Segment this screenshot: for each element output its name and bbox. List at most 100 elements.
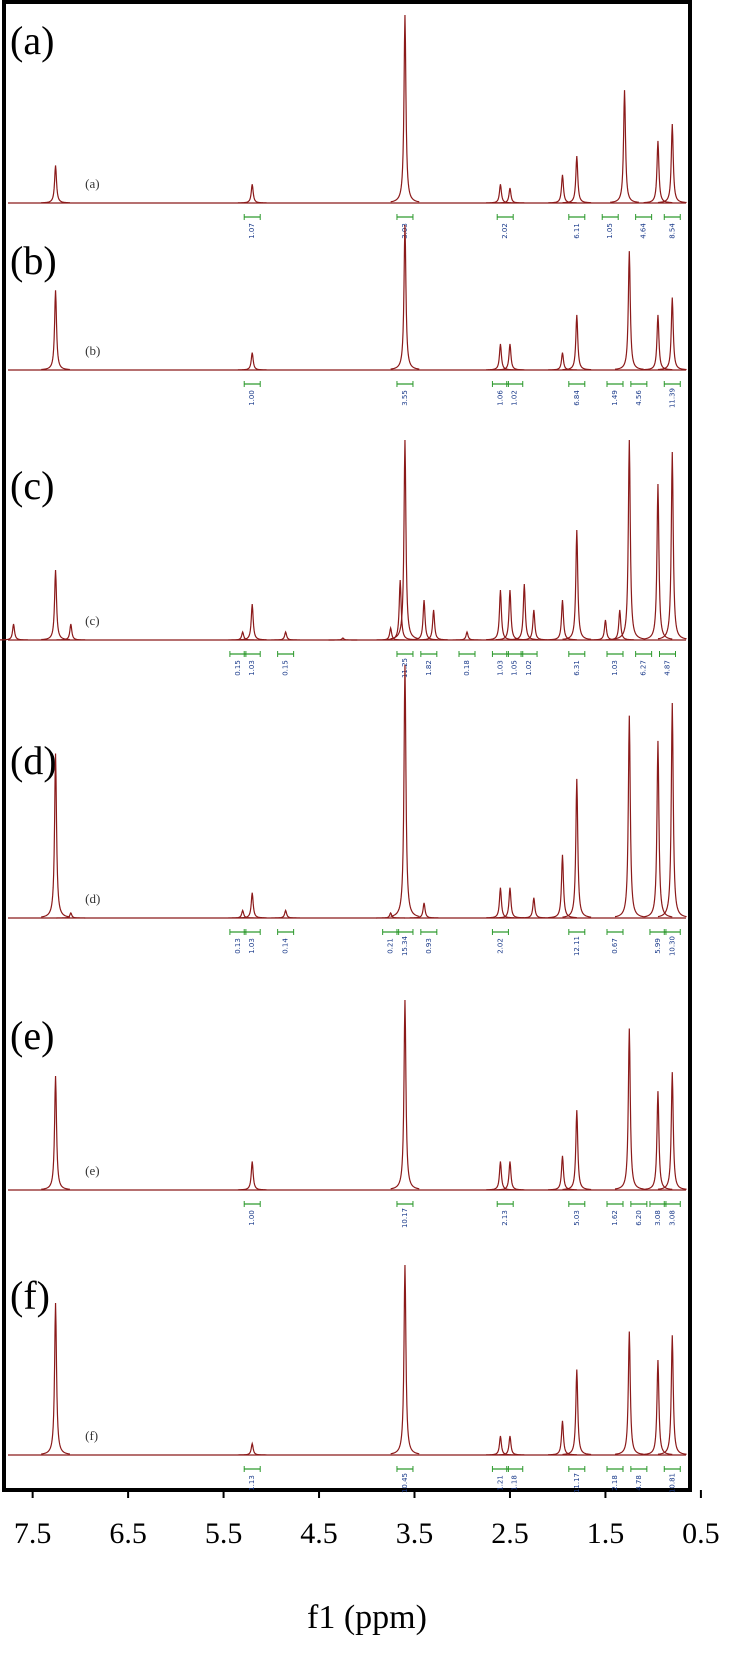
peak <box>548 599 577 641</box>
integral-label: 2.13 <box>501 1210 509 1226</box>
spectrum-label: (b) <box>85 343 100 358</box>
x-tick-label: 0.5 <box>682 1517 720 1550</box>
peak <box>390 14 420 203</box>
spectrum-label: (f) <box>85 1428 98 1443</box>
integral-label: 0.21 <box>387 938 395 954</box>
x-tick-label: 3.5 <box>396 1517 434 1550</box>
peak <box>614 1331 644 1455</box>
peak <box>657 124 687 204</box>
peak <box>41 1075 70 1190</box>
integral-label: 1.02 <box>511 390 519 406</box>
peak <box>562 1369 592 1456</box>
x-tick-label: 2.5 <box>491 1517 529 1550</box>
peak <box>643 314 673 371</box>
panel-label: (f) <box>10 1273 50 1318</box>
peak <box>610 90 639 203</box>
peak <box>548 174 577 204</box>
integral-label: 1.21 <box>496 1475 504 1491</box>
peak <box>237 603 267 641</box>
peak <box>548 1420 577 1456</box>
frame <box>2 0 692 1492</box>
integral-label: 10.45 <box>401 1473 409 1493</box>
spectrum-label: (e) <box>85 1163 99 1178</box>
peak <box>495 1435 525 1456</box>
integral-label: 0.67 <box>611 938 619 954</box>
integral-label: 1.06 <box>496 390 504 406</box>
x-axis-label: f1 (ppm) <box>307 1599 427 1636</box>
peak <box>41 1302 70 1455</box>
peak <box>643 140 673 204</box>
peak <box>390 664 420 917</box>
peak <box>614 715 644 918</box>
peak <box>519 609 549 641</box>
x-tick-label: 6.5 <box>109 1517 147 1550</box>
peak <box>657 1072 687 1190</box>
integral-label: 1.02 <box>525 660 533 676</box>
integral-label: 3.55 <box>401 390 409 406</box>
integral-label: 8.54 <box>668 223 676 239</box>
peak <box>486 887 515 919</box>
peak <box>643 740 673 918</box>
integral-label: 6.31 <box>573 660 581 676</box>
integral-label: 1.82 <box>425 660 433 676</box>
integral-label: 1.18 <box>511 1475 519 1491</box>
peak <box>657 297 687 371</box>
peak <box>562 1110 592 1191</box>
panel-label: (c) <box>10 463 54 508</box>
x-tick-label: 5.5 <box>205 1517 243 1550</box>
peak <box>548 1155 577 1191</box>
integral-label: 11.39 <box>668 388 676 408</box>
peak <box>328 637 358 641</box>
integral-label: 15.34 <box>401 935 409 956</box>
x-tick-label: 7.5 <box>14 1517 52 1550</box>
integral-label: 0.15 <box>282 660 290 676</box>
integral-label: 4.87 <box>663 660 671 676</box>
peak <box>657 451 687 640</box>
peak <box>486 343 515 371</box>
panel-label: (b) <box>10 238 57 283</box>
peak <box>495 1161 525 1191</box>
integral-label: 0.13 <box>234 938 242 954</box>
peak <box>41 753 70 918</box>
peak <box>562 529 592 640</box>
integral-label: 1.05 <box>511 660 519 676</box>
peak <box>519 897 549 919</box>
peak <box>271 908 300 919</box>
peak <box>390 999 420 1190</box>
peak <box>41 165 70 204</box>
integral-label: 6.84 <box>573 390 581 406</box>
integral-label: 1.03 <box>611 660 619 676</box>
panel-label: (e) <box>10 1013 54 1058</box>
integral-label: 1.62 <box>611 1210 619 1226</box>
integral-label: 0.15 <box>234 660 242 676</box>
peak <box>228 630 257 641</box>
peak <box>390 439 420 640</box>
integral-label: 2.02 <box>496 938 504 954</box>
integral-label: 6.27 <box>640 660 648 676</box>
integral-label: 10.81 <box>668 1473 676 1493</box>
peak <box>562 155 592 204</box>
peak <box>376 911 405 919</box>
integral-label: 5.03 <box>573 1210 581 1226</box>
integral-label: 10.30 <box>668 936 676 956</box>
peak <box>614 439 644 640</box>
peak <box>548 854 577 919</box>
integral-label: 1.03 <box>248 660 256 676</box>
peak <box>56 911 86 919</box>
peak <box>237 1161 267 1191</box>
integral-label: 0.14 <box>282 938 290 954</box>
integral-label: 1.13 <box>248 1475 256 1491</box>
spectrum-label: (d) <box>85 891 100 906</box>
panel-label: (d) <box>10 738 57 783</box>
peak <box>657 1335 687 1455</box>
peak <box>228 908 257 919</box>
peak <box>390 1264 420 1455</box>
integral-label: 6.11 <box>573 223 581 239</box>
integral-label: 4.56 <box>635 390 643 406</box>
peak <box>562 778 592 918</box>
integral-label: 5.99 <box>654 938 662 954</box>
peak <box>237 184 267 204</box>
integral-label: 3.08 <box>668 1210 676 1226</box>
peak <box>657 702 687 918</box>
